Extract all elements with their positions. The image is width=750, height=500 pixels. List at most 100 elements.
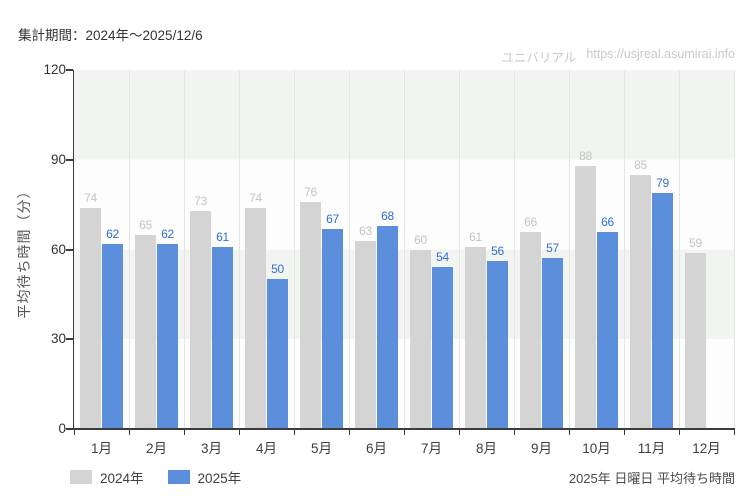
month-column-8月: 61 56	[459, 70, 514, 429]
bar-slot: 60	[410, 70, 432, 429]
bar-value-label: 59	[689, 235, 702, 250]
y-tick-label: 0	[58, 421, 66, 436]
gridline	[514, 70, 515, 429]
legend-swatch-2025	[167, 470, 190, 484]
gridline	[569, 70, 570, 429]
bar-2025年-5月	[322, 228, 343, 429]
x-tick-mark	[568, 430, 570, 435]
x-axis-label: 5月	[310, 441, 332, 456]
bar-2024年-4月	[245, 207, 266, 429]
bar-2025年-1月	[102, 243, 123, 429]
bar-slot: 74	[245, 70, 267, 429]
bar-slot: 62	[157, 70, 179, 429]
legend-item-2025[interactable]: 2025年	[167, 467, 241, 487]
bar-2025年-2月	[157, 243, 178, 429]
bar-value-label: 88	[579, 148, 592, 163]
x-tick-mark	[623, 430, 625, 435]
bar-value-label: 85	[634, 157, 647, 172]
x-tick-mark	[513, 430, 515, 435]
bar-slot: 59	[685, 70, 707, 429]
month-column-6月: 63 68	[349, 70, 404, 429]
plot-area: 74 62 65 62 73 61 74 50 76 67 63 68 60 54 61 56 66 57 88 66…	[74, 70, 735, 429]
bar-pair: 85 79	[630, 70, 674, 429]
bar-slot: 54	[432, 70, 454, 429]
month-column-2月: 65 62	[129, 70, 184, 429]
bar-value-label: 73	[194, 193, 207, 208]
bar-2024年-1月	[80, 207, 101, 429]
bar-slot: 57	[542, 70, 564, 429]
y-axis-line	[72, 70, 74, 429]
bar-slot: 65	[135, 70, 157, 429]
bar-value-label: 67	[326, 211, 339, 226]
x-axis-label: 3月	[200, 441, 222, 456]
x-axis-label: 8月	[475, 441, 497, 456]
x-tick-mark	[348, 430, 350, 435]
bar-slot	[707, 70, 729, 429]
bar-2025年-3月	[212, 246, 233, 429]
y-tick-label: 90	[50, 151, 66, 167]
legend-swatch-2024	[70, 470, 92, 484]
y-tick-label: 60	[50, 241, 66, 257]
bar-slot: 66	[520, 70, 542, 429]
bar-2024年-8月	[465, 246, 486, 429]
x-axis-label: 6月	[365, 441, 387, 456]
month-column-3月: 73 61	[184, 70, 239, 429]
y-tick-mark	[66, 158, 73, 161]
x-tick-mark	[73, 430, 75, 435]
x-axis-label: 9月	[530, 441, 552, 456]
x-tick-mark	[238, 430, 240, 435]
x-axis-label: 11月	[637, 441, 666, 456]
gridline	[404, 70, 405, 429]
bar-2025年-8月	[487, 261, 508, 429]
bar-value-label: 61	[216, 229, 229, 244]
bar-value-label: 54	[436, 250, 449, 265]
legend-label-2024: 2024年	[100, 471, 144, 486]
bar-slot: 74	[80, 70, 102, 429]
x-axis-label: 7月	[420, 441, 442, 456]
watermark-url[interactable]: https://usjreal.asumirai.info	[586, 47, 735, 61]
gridline	[239, 70, 240, 429]
y-tick-mark	[66, 338, 73, 341]
bar-2025年-10月	[597, 231, 618, 429]
bar-2025年-7月	[432, 267, 453, 429]
x-axis-label: 2月	[145, 441, 167, 456]
aggregation-period-label: 集計期間：2024年～2025/12/6	[18, 28, 203, 43]
y-tick-mark	[66, 69, 73, 71]
bar-value-label: 65	[139, 217, 152, 232]
bar-pair: 74 50	[245, 70, 289, 429]
gridline	[459, 70, 460, 429]
x-tick-mark	[733, 430, 735, 435]
bar-2024年-3月	[190, 210, 211, 429]
x-axis-label: 12月	[692, 441, 721, 456]
bar-value-label: 50	[271, 262, 284, 277]
month-column-10月: 88 66	[569, 70, 624, 429]
gridline	[349, 70, 350, 429]
y-tick-label: 30	[50, 331, 66, 347]
bar-slot: 67	[322, 70, 344, 429]
bar-value-label: 56	[491, 244, 504, 259]
x-tick-mark	[678, 430, 680, 435]
bar-value-label: 57	[546, 241, 559, 256]
bar-slot: 76	[300, 70, 322, 429]
bar-pair: 60 54	[410, 70, 454, 429]
x-tick-mark	[128, 430, 130, 435]
bar-value-label: 66	[524, 214, 537, 229]
bar-2024年-12月	[685, 252, 706, 429]
bar-value-label: 68	[381, 208, 394, 223]
legend-item-2024[interactable]: 2024年	[70, 467, 144, 487]
bar-2025年-6月	[377, 225, 398, 429]
x-axis-label: 1月	[90, 441, 112, 456]
bar-value-label: 63	[359, 223, 372, 238]
chart-footnote: 2025年 日曜日 平均待ち時間	[568, 471, 735, 486]
gridline	[624, 70, 625, 429]
bar-2025年-9月	[542, 258, 563, 429]
bar-2025年-11月	[652, 192, 673, 429]
bar-slot: 61	[465, 70, 487, 429]
bar-2024年-6月	[355, 240, 376, 429]
bar-slot: 85	[630, 70, 652, 429]
bar-2025年-4月	[267, 279, 288, 429]
bar-pair: 73 61	[190, 70, 234, 429]
x-tick-mark	[183, 430, 185, 435]
y-tick-mark	[66, 428, 73, 430]
